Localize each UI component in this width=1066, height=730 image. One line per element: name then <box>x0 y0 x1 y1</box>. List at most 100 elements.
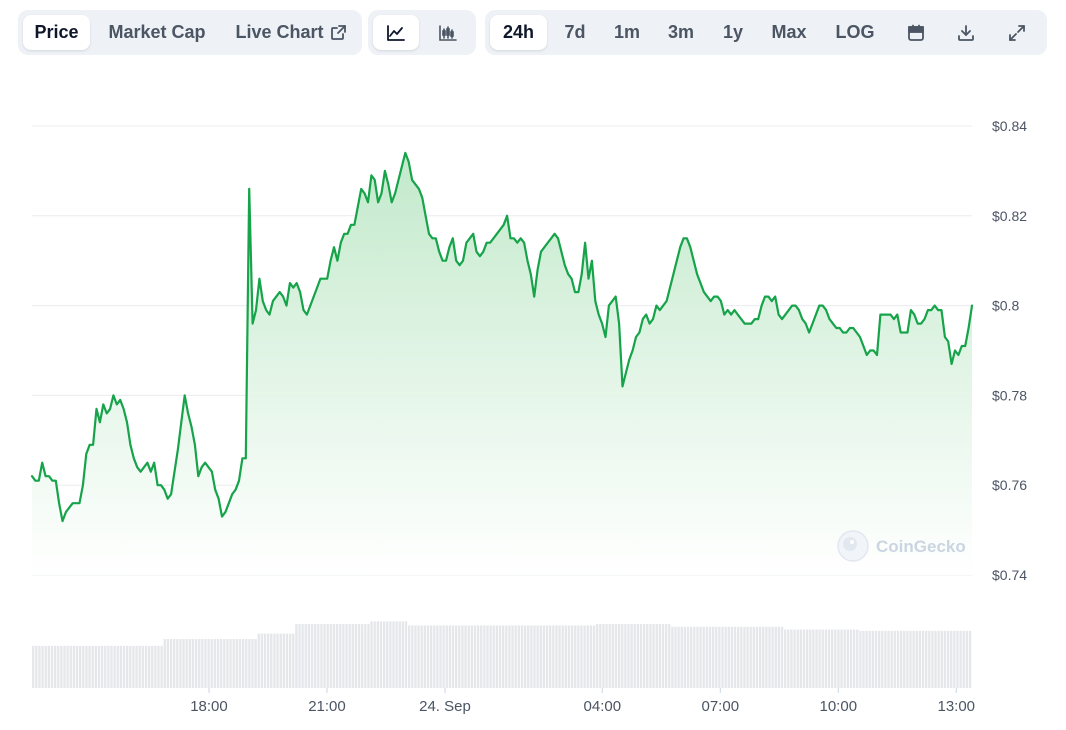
volume-bar <box>160 645 163 688</box>
volume-bar <box>831 629 834 688</box>
volume-bar <box>154 645 157 688</box>
range-3m-button[interactable]: 3m <box>659 15 703 50</box>
volume-bar <box>777 626 781 688</box>
volume-bar <box>119 645 123 688</box>
volume-bar <box>79 645 82 688</box>
tab-live-chart-label: Live Chart <box>235 22 324 42</box>
tab-market-cap[interactable]: Market Cap <box>94 15 220 50</box>
tab-live-chart[interactable]: Live Chart <box>224 15 358 50</box>
volume-bar <box>182 639 185 688</box>
volume-bar <box>163 639 166 688</box>
volume-bar <box>906 630 909 688</box>
volume-bar <box>301 624 304 688</box>
volume-bar <box>35 645 38 688</box>
volume-bar <box>232 639 235 688</box>
volume-bar <box>113 645 116 688</box>
fullscreen-button[interactable] <box>995 15 1039 50</box>
volume-bar <box>668 624 671 688</box>
volume-bar <box>185 639 188 688</box>
volume-bar <box>122 645 126 688</box>
price-line <box>30 151 974 523</box>
volume-bar <box>47 645 50 688</box>
range-1y-button[interactable]: 1y <box>713 15 753 50</box>
line-chart-button[interactable] <box>373 15 419 50</box>
volume-bar <box>934 630 937 688</box>
volume-bar <box>862 630 865 688</box>
volume-bar <box>342 624 345 688</box>
volume-bar <box>840 629 843 688</box>
volume-bar <box>326 624 329 688</box>
volume-bar <box>166 639 170 688</box>
volume-bar <box>198 639 201 688</box>
volume-bar <box>827 629 831 688</box>
volume-bar <box>542 625 546 688</box>
range-24h-button[interactable]: 24h <box>490 15 547 50</box>
log-scale-label: LOG <box>835 22 875 42</box>
volume-bar <box>335 624 339 688</box>
volume-bar <box>455 625 458 688</box>
volume-bar <box>505 625 508 688</box>
volume-bar <box>608 624 611 688</box>
volume-bar <box>317 624 320 688</box>
volume-bar <box>100 645 104 688</box>
tab-price[interactable]: Price <box>23 15 90 50</box>
volume-bar <box>38 645 41 688</box>
volume-bar <box>705 626 708 688</box>
volume-bar <box>617 624 621 688</box>
volume-bar <box>909 630 912 688</box>
volume-bar <box>348 624 351 688</box>
volume-bar <box>223 639 226 688</box>
volume-bar <box>564 625 567 688</box>
volume-bar <box>903 630 906 688</box>
calendar-button[interactable] <box>895 15 937 50</box>
volume-bar <box>132 645 135 688</box>
volume-bar <box>267 633 270 688</box>
volume-bar <box>245 639 248 688</box>
volume-bar <box>307 624 311 688</box>
volume-bar <box>382 621 386 688</box>
volume-bar <box>636 624 640 688</box>
volume-bar <box>332 624 336 688</box>
range-7d-button[interactable]: 7d <box>554 15 596 50</box>
volume-bar <box>436 625 439 688</box>
volume-bar <box>912 630 915 688</box>
volume-bar <box>398 621 401 688</box>
volume-bar <box>213 639 217 688</box>
candlestick-chart-button[interactable] <box>425 15 471 50</box>
volume-bar <box>527 625 530 688</box>
volume-bar <box>711 626 715 688</box>
chart-type-group <box>368 10 476 55</box>
range-1m-button[interactable]: 1m <box>605 15 649 50</box>
volume-bar <box>379 621 383 688</box>
volume-bar <box>956 630 959 688</box>
volume-bar <box>743 626 746 688</box>
volume-bar <box>533 625 536 688</box>
volume-bar <box>671 626 674 688</box>
volume-bar <box>66 645 69 688</box>
volume-bar <box>627 624 630 688</box>
volume-bar <box>314 624 317 688</box>
volume-bar <box>802 629 806 688</box>
volume-bar <box>370 621 373 688</box>
volume-bar <box>57 645 60 688</box>
range-24h-label: 24h <box>502 22 535 42</box>
x-tick-label: 07:00 <box>702 698 740 715</box>
tab-market-cap-label: Market Cap <box>108 22 206 42</box>
log-scale-button[interactable]: LOG <box>825 15 885 50</box>
volume-bar <box>226 639 229 688</box>
volume-bar <box>683 626 687 688</box>
volume-bar <box>85 645 88 688</box>
volume-bar <box>320 624 323 688</box>
volume-bar <box>44 645 47 688</box>
volume-bar <box>943 630 947 688</box>
line-chart-icon <box>386 24 406 42</box>
download-button[interactable] <box>945 15 987 50</box>
volume-bar <box>621 624 624 688</box>
coingecko-watermark: CoinGecko <box>837 530 966 562</box>
volume-bar <box>721 626 724 688</box>
volume-bar <box>733 626 737 688</box>
volume-bar <box>780 626 784 688</box>
volume-bar <box>263 633 267 688</box>
chart-toolbar: Price Market Cap Live Chart 24h 7d 1m 3m… <box>18 10 1048 55</box>
range-max-button[interactable]: Max <box>761 15 817 50</box>
